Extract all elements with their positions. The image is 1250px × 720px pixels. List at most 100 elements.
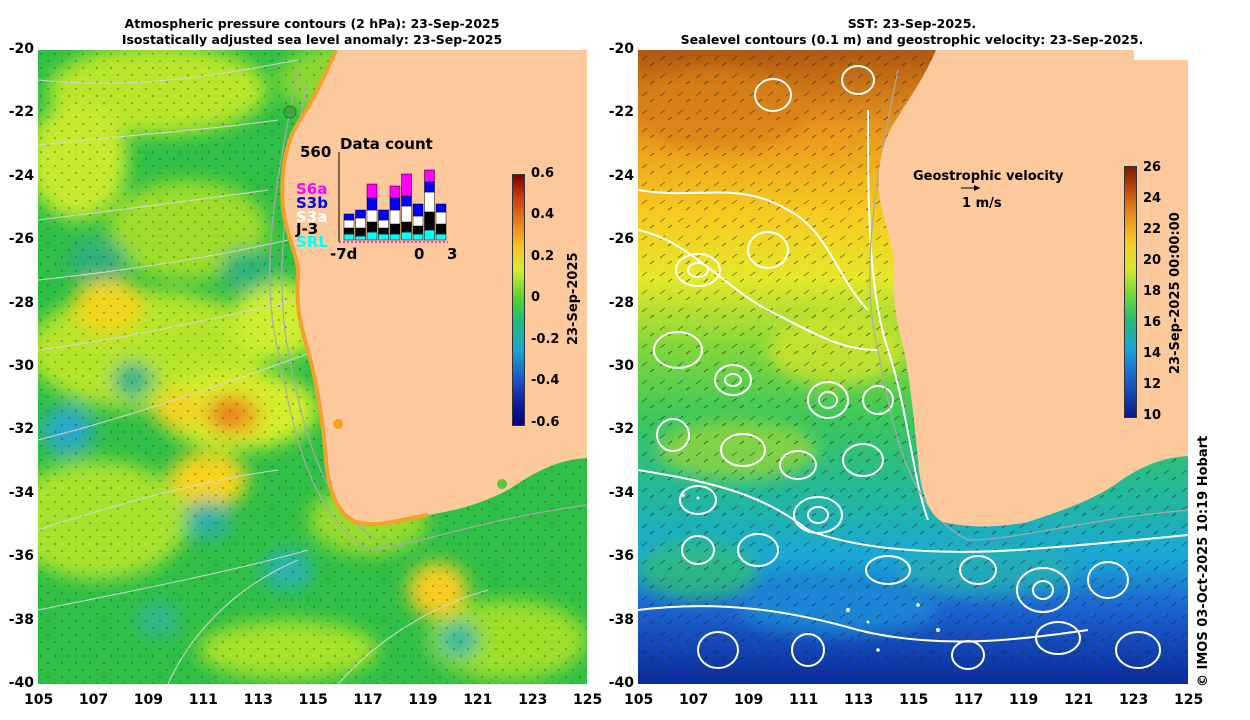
velocity-legend-title: Geostrophic velocity [913,169,1064,184]
data-count-bar-segment [378,233,389,241]
left-y-tick: -30 [8,358,34,374]
sst-tick-5: 16 [1143,315,1162,330]
sst-tick-2: 22 [1143,222,1162,237]
data-count-bar-segment [412,225,424,235]
data-count-max: 560 [300,143,332,161]
data-count-bar-segment [366,231,378,241]
data-count-bar-segment [412,203,424,217]
left-map-sla [38,50,587,684]
left-x-tick: 105 [24,692,54,708]
left-y-tick: -28 [8,294,34,311]
right-x-tick: 111 [789,692,819,708]
data-count-bar-segment [412,233,424,241]
sla-colorbar-label: 23-Sep-2025 [566,252,581,345]
imos-credit: © IMOS 03-Oct-2025 10:19 Hobart [1196,435,1211,687]
left-y-tick: -40 [8,675,34,691]
data-count-bar-segment [401,231,412,241]
left-y-tick: -26 [8,231,34,248]
left-x-tick: 121 [463,692,493,708]
right-x-tick: 113 [844,692,874,708]
sla-tick-2: 0.2 [531,249,555,264]
left-x-tick: 117 [353,692,383,708]
right-y-tick: -32 [608,421,634,438]
data-count-bar-segment [389,209,401,225]
sla-tick-4: -0.2 [531,332,560,347]
data-count-bar-segment [412,215,424,227]
data-count-bar-segment [366,183,378,199]
sst-tick-7: 12 [1143,377,1162,392]
right-x-tick: 117 [954,692,984,708]
right-y-tick: -28 [608,294,634,311]
data-count-bar-segment [366,197,378,211]
right-map-sst [638,50,1188,684]
data-count-bar-segment [435,211,447,225]
right-title-line2: Sealevel contours (0.1 m) and geostrophi… [680,32,1144,47]
data-count-x-end: 3 [447,245,458,263]
data-count-bar-segment [343,213,355,221]
right-y-tick: -36 [608,548,634,565]
right-y-tick: -26 [608,231,634,248]
data-count-bar-segment [378,227,389,235]
data-count-bar-segment [355,217,366,229]
left-y-tick: -32 [8,421,34,438]
right-y-tick: -30 [608,358,634,374]
right-x-tick: 119 [1009,692,1039,708]
data-count-bar-segment [401,205,412,223]
left-y-tick: -36 [8,548,34,565]
data-count-bars [338,152,448,243]
right-y-tick: -24 [608,167,634,184]
left-x-tick: 111 [188,692,218,708]
right-x-tick: 115 [899,692,929,708]
sst-tick-6: 14 [1143,346,1162,361]
right-y-tick: -40 [608,675,634,691]
sst-tick-4: 18 [1143,284,1162,299]
left-x-tick: 125 [573,692,603,708]
left-x-tick: 107 [78,692,109,708]
sst-tick-8: 10 [1143,408,1162,423]
left-y-tick: -34 [8,484,34,501]
sla-tick-3: 0 [531,290,541,305]
velocity-legend-scale: 1 m/s [962,196,1002,211]
left-x-tick: 119 [408,692,438,708]
data-count-bar-segment [424,181,435,193]
left-title-line2: Isostatically adjusted sea level anomaly… [121,32,503,47]
left-x-tick: 109 [133,692,164,708]
right-x-tick: 123 [1119,692,1149,708]
data-count-bar-segment [366,209,378,223]
data-count-bar-segment [355,235,366,241]
sla-tick-1: 0.4 [531,207,555,222]
data-count-x-start: -7d [330,245,358,263]
sst-colorbar-gradient [1124,166,1137,418]
legend-s3b: S3b [296,194,328,212]
data-count-bar-segment [435,223,447,235]
data-count-bar-segment [355,227,366,237]
left-title-line1: Atmospheric pressure contours (2 hPa): 2… [124,16,500,31]
legend-s6a: S6a [296,180,328,198]
data-count-bar-segment [366,221,378,233]
legend-j3: J-3 [296,220,319,238]
sla-tick-6: -0.6 [531,415,560,430]
left-y-tick: -38 [8,611,34,628]
data-count-bar-segment [424,229,435,241]
left-x-tick: 115 [298,692,328,708]
right-y-tick: -38 [608,611,634,628]
right-x-tick: 107 [679,692,709,708]
sla-colorbar-gradient [512,174,525,426]
data-count-bar-segment [389,197,401,211]
data-count-bar-segment [435,203,447,213]
sst-tick-1: 24 [1143,191,1162,206]
sla-map-graphic [38,50,587,684]
sla-tick-5: -0.4 [531,373,560,388]
data-count-bar-segment [389,233,401,241]
right-y-tick: -34 [608,484,634,501]
legend-srl: SRL [296,233,328,251]
sst-map-graphic [638,50,1188,684]
left-x-tick: 123 [518,692,548,708]
right-y-tick: -22 [608,104,634,121]
left-y-tick: -22 [8,104,34,121]
data-count-bar-segment [378,219,389,229]
data-count-x-zero: 0 [414,245,425,263]
data-count-bar-segment [343,233,355,241]
data-count-bar-segment [424,211,435,231]
data-count-bar-segment [355,209,366,219]
